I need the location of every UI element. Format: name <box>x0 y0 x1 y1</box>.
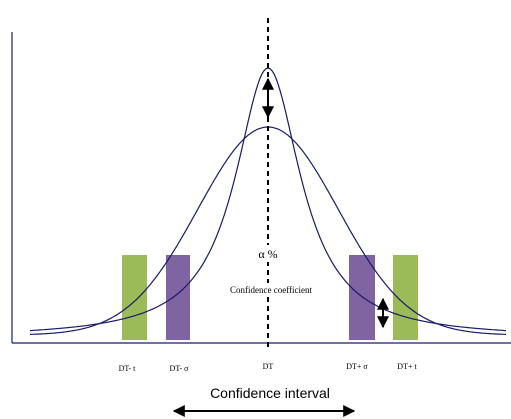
distribution-curve-wide <box>29 126 507 335</box>
bar-dt-plus-sigma <box>349 255 375 340</box>
tick-dt-plus-t: DT+ t <box>397 362 417 371</box>
bar-dt-plus-t <box>393 255 418 340</box>
alpha-label: α % <box>258 247 277 261</box>
tick-dt-plus-sigma: DT+ σ <box>346 362 368 371</box>
tick-dt-minus-t: DT- t <box>119 364 137 373</box>
bar-dt-minus-sigma <box>166 255 190 340</box>
tick-dt-minus-sigma: DT- σ <box>170 364 190 373</box>
tick-dt: DT <box>263 362 274 371</box>
confidence-coefficient-label: Confidence coefficient <box>230 285 313 295</box>
alpha-label-background <box>246 245 290 262</box>
bar-dt-minus-t <box>122 255 147 340</box>
coefficient-label-background <box>222 283 322 297</box>
confidence-interval-label: Confidence interval <box>210 385 330 401</box>
